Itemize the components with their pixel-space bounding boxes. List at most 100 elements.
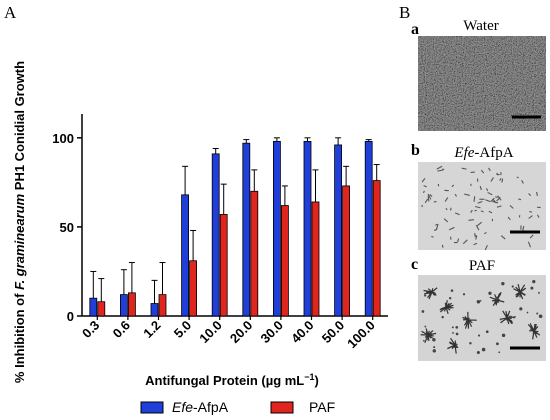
hyphae-clump-stroke [454, 344, 458, 349]
bar [219, 214, 228, 317]
legend: Efe-AfpA PAF [140, 399, 335, 415]
germling-speck [500, 235, 506, 240]
germling-speck [445, 207, 448, 211]
hyphae-speck [424, 325, 427, 328]
germling-speck [518, 198, 522, 201]
germling-speck [488, 167, 491, 172]
germling-speck [496, 205, 502, 208]
hyphae-speck [538, 291, 540, 294]
hyphae-clump-stroke [466, 317, 469, 321]
germling-speck [423, 185, 427, 188]
hyphae-speck [519, 307, 523, 311]
hyphae-speck [501, 281, 505, 286]
image-letter-a: a [411, 21, 419, 38]
germling-speck [484, 244, 488, 251]
germling-speck [427, 193, 432, 200]
image-letter-c: c [411, 256, 418, 273]
germling-speck [433, 228, 438, 231]
x-tick-label: 100.0 [344, 318, 378, 352]
hyphae-clump-stroke [500, 317, 508, 324]
germling-speck [529, 234, 534, 239]
hyphae-speck [462, 318, 466, 321]
germling-speck [474, 209, 477, 212]
bar [311, 201, 320, 317]
germling-speck [470, 209, 473, 213]
hyphae-clump-stroke [421, 330, 429, 336]
bar [303, 140, 312, 317]
hyphae-speck [450, 289, 454, 292]
hyphae-clump-stroke [449, 341, 456, 346]
germling-speck [483, 231, 487, 235]
germling-speck [435, 223, 439, 230]
germling-speck [487, 191, 493, 196]
germling-speck [501, 178, 504, 183]
x-tick-label: 0.6 [110, 318, 133, 341]
hyphae-speck [536, 312, 539, 315]
germling-speck [451, 184, 455, 188]
hyphae-clump-stroke [427, 288, 433, 293]
hyphae-clump-stroke [431, 291, 437, 296]
legend-swatch-paf [270, 401, 294, 414]
legend-label-paf: PAF [309, 399, 335, 415]
micrograph-paf [418, 275, 546, 361]
germling-speck [475, 205, 481, 209]
germling-speck [473, 242, 478, 246]
germling-speck [475, 224, 480, 231]
hyphae-speck [478, 334, 481, 337]
germling-speck [421, 178, 426, 183]
bar [158, 294, 167, 317]
hyphae-speck [496, 342, 499, 346]
hyphae-speck [433, 346, 436, 349]
hyphae-speck [462, 293, 466, 296]
panel-letter-b: B [399, 3, 410, 22]
hyphae-clump-stroke [450, 337, 456, 346]
hyphae-speck [532, 279, 536, 284]
germling-speck [527, 241, 532, 248]
germling-speck [448, 226, 455, 231]
germling-speck [476, 221, 483, 227]
bar [342, 185, 351, 317]
bar [364, 140, 373, 317]
germling-speck [528, 193, 532, 197]
germling-speck [437, 169, 444, 172]
hyphae-speck [499, 318, 502, 321]
hyphae-clump-stroke [533, 330, 538, 335]
hyphae-clump-stroke [513, 288, 521, 293]
image-caption-water: Water [463, 18, 498, 34]
germling-speck [461, 167, 467, 170]
hyphae-clump-stroke [445, 306, 449, 314]
germling-speck [497, 195, 502, 201]
germling-speck [454, 212, 460, 216]
germling-speck [431, 235, 434, 238]
bar [89, 297, 98, 317]
bar [127, 292, 136, 317]
germling-speck [436, 165, 443, 170]
germling-speck [443, 218, 449, 223]
x-tick-label: 20.0 [227, 318, 256, 347]
hyphae-clump-stroke [501, 317, 508, 320]
x-tick-label: 10.0 [196, 318, 225, 347]
germling-speck [490, 177, 494, 182]
image-letter-b: b [411, 142, 420, 159]
hyphae-clump-stroke [427, 332, 437, 336]
image-caption-efe-afpa: Efe-AfpA [453, 145, 513, 161]
x-tick-label: 5.0 [171, 318, 194, 341]
germling-speck [536, 214, 540, 218]
germling-speck [536, 191, 538, 197]
hyphae-speck [481, 347, 486, 352]
hyphae-clump-stroke [428, 291, 433, 295]
bar [372, 180, 381, 317]
y-tick-label: 100 [52, 131, 74, 146]
hyphae-speck [485, 330, 489, 334]
x-tick-label: 0.3 [79, 318, 102, 341]
hyphae-clump-stroke [424, 334, 429, 344]
hyphae-clump-stroke [517, 283, 521, 293]
germling-speck [442, 168, 445, 171]
hyphae-speck [488, 291, 492, 295]
hyphae-clump-stroke [464, 319, 469, 329]
hyphae-clump-stroke [533, 326, 537, 332]
bar [242, 142, 251, 317]
germling-speck [429, 194, 433, 197]
bar [97, 301, 106, 317]
hyphae-speck [495, 297, 498, 301]
